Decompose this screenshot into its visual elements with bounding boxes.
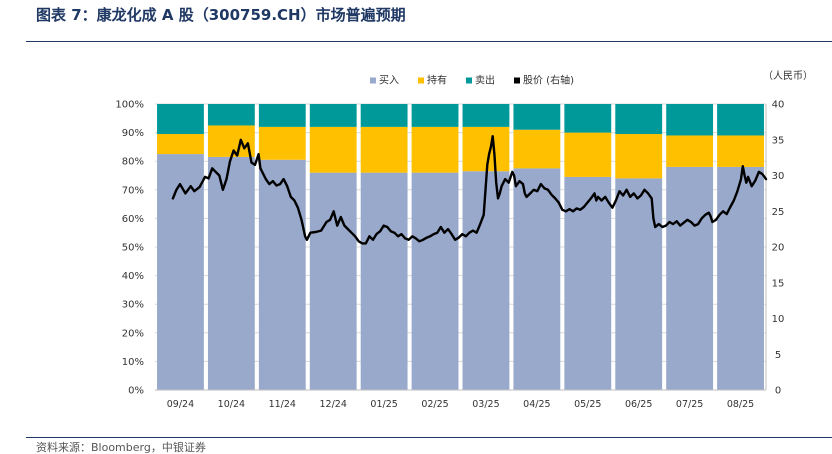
bar-segment-卖出-08/25 (717, 104, 764, 136)
right-tick-label: 35 (772, 135, 785, 146)
price-line-group (171, 134, 768, 245)
bar-segment-卖出-02/25 (411, 104, 459, 127)
bar-segment-持有-08/25 (717, 135, 764, 167)
bar-segment-卖出-01/25 (360, 104, 408, 127)
x-tick-label: 01/25 (370, 399, 397, 410)
bar-segment-卖出-11/24 (258, 104, 306, 127)
left-tick-label: 60% (122, 214, 144, 225)
bar-segment-卖出-12/24 (309, 104, 357, 127)
x-tick-label: 05/25 (574, 399, 601, 410)
title-divider (26, 41, 832, 42)
left-tick-label: 0% (128, 386, 144, 397)
legend-label: 买入 (379, 75, 399, 87)
bar-segment-卖出-05/25 (564, 104, 612, 133)
bar-segment-持有-11/24 (258, 126, 306, 160)
right-axis-unit-label: （人民币） (763, 70, 813, 82)
bar-segment-持有-10/24 (207, 125, 255, 157)
right-tick-label: 30 (772, 171, 785, 182)
bar-segment-持有-06/25 (615, 134, 663, 179)
chart-bars (157, 104, 764, 390)
bar-segment-买入-03/25 (462, 171, 510, 390)
bar-segment-卖出-03/25 (462, 104, 510, 127)
left-tick-label: 40% (122, 271, 144, 282)
bar-segment-买入-02/25 (411, 172, 459, 390)
bar-segment-买入-01/25 (360, 172, 408, 390)
x-tick-label: 12/24 (320, 399, 347, 410)
bar-segment-买入-07/25 (666, 166, 714, 390)
x-tick-label: 02/25 (421, 399, 448, 410)
x-tick-label: 09/24 (167, 399, 194, 410)
left-tick-label: 20% (122, 328, 144, 339)
right-tick-label: 15 (772, 278, 785, 289)
source-note: 资料来源：Bloomberg，中银证券 (36, 441, 206, 454)
bar-segment-持有-04/25 (513, 129, 561, 169)
page-title: 图表 7：康龙化成 A 股（300759.CH）市场普遍预期 (36, 6, 406, 24)
bar-segment-持有-01/25 (360, 126, 408, 173)
bar-segment-持有-05/25 (564, 132, 612, 177)
legend-label: 卖出 (475, 74, 495, 87)
legend-label: 持有 (427, 74, 447, 87)
bar-segment-卖出-09/24 (157, 104, 204, 135)
chart-legend: 买入 持有 卖出 股价 (右轴) (370, 74, 574, 87)
bar-segment-持有-09/24 (157, 134, 204, 155)
right-axis-ticks: 0 5 10 15 20 25 30 35 40 (772, 100, 785, 397)
left-axis-ticks: 0% 10% 20% 30% 40% 50% 60% 70% 80% 90% 100% (115, 100, 144, 397)
left-tick-label: 30% (122, 300, 144, 311)
bar-segment-持有-03/25 (462, 126, 510, 172)
bar-segment-卖出-04/25 (513, 104, 561, 130)
bar-segment-买入-12/24 (309, 172, 357, 390)
bar-segment-卖出-10/24 (207, 104, 255, 126)
x-tick-label: 07/25 (676, 399, 703, 410)
price-line (171, 134, 768, 245)
bar-segment-买入-05/25 (564, 176, 612, 390)
legend-swatch (466, 77, 472, 84)
right-tick-label: 25 (772, 207, 785, 218)
chart-axis-lines (155, 104, 767, 391)
right-tick-label: 5 (775, 350, 781, 361)
footer-divider (26, 437, 832, 438)
x-axis-ticks: 09/24 10/24 11/24 12/24 01/25 02/25 03/25 04/25… (167, 399, 754, 410)
bar-segment-买入-06/25 (615, 178, 663, 390)
right-tick-label: 20 (772, 243, 785, 254)
bar-segment-买入-09/24 (157, 154, 204, 390)
legend-swatch (514, 77, 520, 84)
bar-segment-买入-04/25 (513, 168, 561, 390)
bar-segment-持有-02/25 (411, 126, 459, 173)
legend-swatch (418, 77, 424, 84)
right-tick-label: 10 (772, 314, 785, 325)
bar-segment-买入-10/24 (207, 156, 255, 390)
right-tick-label: 40 (772, 100, 785, 111)
right-tick-label: 0 (775, 386, 781, 397)
left-tick-label: 70% (122, 185, 144, 196)
legend-swatch (370, 77, 376, 84)
x-tick-label: 06/25 (625, 399, 652, 410)
left-tick-label: 100% (115, 100, 144, 111)
left-tick-label: 90% (122, 128, 144, 139)
left-tick-label: 80% (122, 157, 144, 168)
bar-segment-卖出-07/25 (666, 104, 714, 136)
x-tick-label: 04/25 (523, 399, 550, 410)
left-tick-label: 10% (122, 357, 144, 368)
bar-segment-持有-12/24 (309, 126, 357, 173)
x-tick-label: 10/24 (218, 399, 245, 410)
left-tick-label: 50% (122, 243, 144, 254)
x-tick-label: 11/24 (269, 399, 296, 410)
bar-segment-买入-08/25 (717, 166, 764, 390)
bar-segment-买入-11/24 (258, 159, 306, 390)
x-tick-label: 08/25 (727, 399, 754, 410)
legend-label: 股价 (右轴) (523, 74, 574, 87)
x-tick-label: 03/25 (472, 399, 499, 410)
bar-segment-卖出-06/25 (615, 104, 663, 135)
bar-segment-持有-07/25 (666, 135, 714, 167)
